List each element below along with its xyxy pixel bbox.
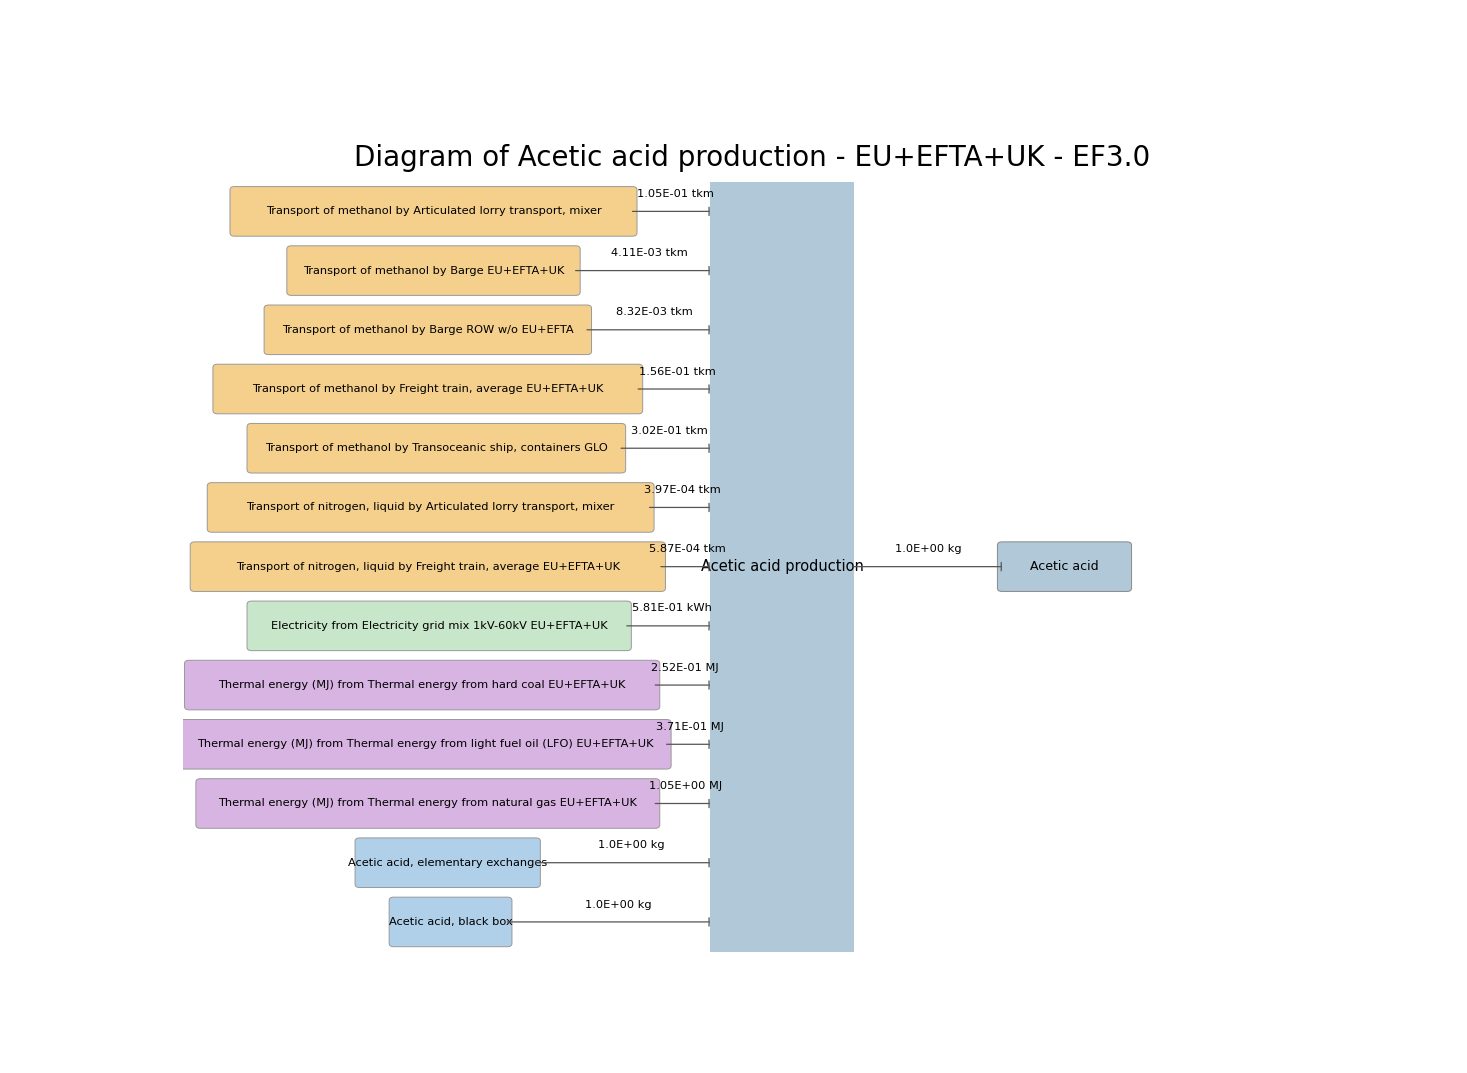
FancyBboxPatch shape	[246, 424, 625, 473]
Text: Transport of methanol by Barge EU+EFTA+UK: Transport of methanol by Barge EU+EFTA+U…	[302, 266, 565, 276]
FancyBboxPatch shape	[389, 897, 512, 946]
FancyBboxPatch shape	[230, 187, 637, 236]
Text: Transport of methanol by Barge ROW w/o EU+EFTA: Transport of methanol by Barge ROW w/o E…	[282, 325, 574, 335]
Text: Transport of nitrogen, liquid by Articulated lorry transport, mixer: Transport of nitrogen, liquid by Articul…	[246, 502, 615, 513]
Text: 3.71E-01 MJ: 3.71E-01 MJ	[656, 722, 725, 732]
FancyBboxPatch shape	[246, 601, 631, 650]
Text: 1.05E+00 MJ: 1.05E+00 MJ	[648, 781, 722, 791]
FancyBboxPatch shape	[179, 720, 670, 769]
FancyBboxPatch shape	[288, 246, 579, 295]
FancyBboxPatch shape	[264, 305, 591, 354]
Text: Transport of nitrogen, liquid by Freight train, average EU+EFTA+UK: Transport of nitrogen, liquid by Freight…	[236, 561, 621, 572]
FancyBboxPatch shape	[207, 483, 654, 532]
Text: 1.0E+00 kg: 1.0E+00 kg	[585, 899, 651, 910]
FancyBboxPatch shape	[213, 364, 643, 414]
Text: Diagram of Acetic acid production - EU+EFTA+UK - EF3.0: Diagram of Acetic acid production - EU+E…	[354, 144, 1150, 172]
Text: 1.05E-01 tkm: 1.05E-01 tkm	[637, 189, 713, 199]
FancyBboxPatch shape	[355, 838, 540, 887]
Text: Electricity from Electricity grid mix 1kV-60kV EU+EFTA+UK: Electricity from Electricity grid mix 1k…	[271, 621, 607, 631]
FancyBboxPatch shape	[197, 779, 660, 828]
Text: Acetic acid, elementary exchanges: Acetic acid, elementary exchanges	[348, 857, 547, 868]
Text: Thermal energy (MJ) from Thermal energy from light fuel oil (LFO) EU+EFTA+UK: Thermal energy (MJ) from Thermal energy …	[197, 739, 653, 749]
Text: 1.0E+00 kg: 1.0E+00 kg	[599, 840, 665, 850]
Text: Transport of methanol by Articulated lorry transport, mixer: Transport of methanol by Articulated lor…	[266, 206, 601, 217]
FancyBboxPatch shape	[185, 660, 660, 710]
Text: Thermal energy (MJ) from Thermal energy from hard coal EU+EFTA+UK: Thermal energy (MJ) from Thermal energy …	[219, 680, 626, 690]
Text: 2.52E-01 MJ: 2.52E-01 MJ	[651, 663, 719, 673]
FancyBboxPatch shape	[191, 542, 666, 591]
Text: Transport of methanol by Freight train, average EU+EFTA+UK: Transport of methanol by Freight train, …	[252, 384, 603, 394]
Text: Transport of methanol by Transoceanic ship, containers GLO: Transport of methanol by Transoceanic sh…	[266, 443, 607, 453]
Text: Thermal energy (MJ) from Thermal energy from natural gas EU+EFTA+UK: Thermal energy (MJ) from Thermal energy …	[219, 798, 637, 808]
Text: 3.97E-04 tkm: 3.97E-04 tkm	[644, 485, 722, 495]
Text: 8.32E-03 tkm: 8.32E-03 tkm	[616, 307, 692, 318]
Text: 3.02E-01 tkm: 3.02E-01 tkm	[631, 426, 709, 436]
Text: Acetic acid: Acetic acid	[1030, 560, 1099, 573]
Text: 5.87E-04 tkm: 5.87E-04 tkm	[650, 544, 726, 555]
Text: 5.81E-01 kWh: 5.81E-01 kWh	[632, 603, 713, 614]
Text: Acetic acid, black box: Acetic acid, black box	[389, 917, 512, 927]
Text: 1.56E-01 tkm: 1.56E-01 tkm	[640, 367, 716, 377]
Text: 1.0E+00 kg: 1.0E+00 kg	[895, 544, 961, 555]
FancyBboxPatch shape	[998, 542, 1131, 591]
FancyBboxPatch shape	[710, 181, 854, 952]
Text: Acetic acid production: Acetic acid production	[701, 559, 864, 574]
Text: 4.11E-03 tkm: 4.11E-03 tkm	[612, 248, 688, 259]
